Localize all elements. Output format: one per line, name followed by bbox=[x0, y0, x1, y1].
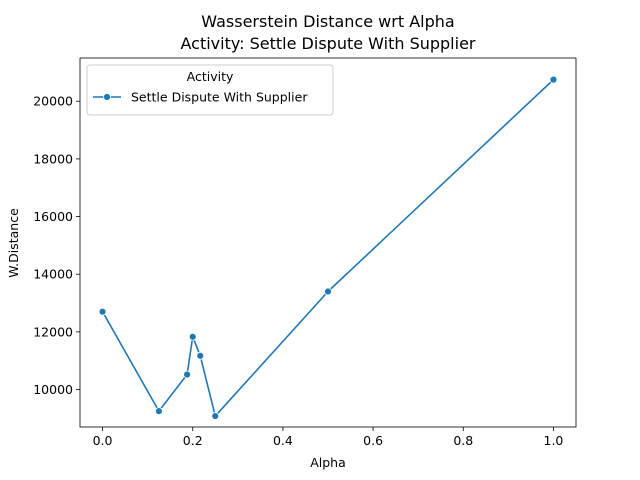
x-axis-label: Alpha bbox=[310, 455, 346, 470]
y-tick-label: 10000 bbox=[33, 382, 73, 397]
x-tick-label: 0.4 bbox=[273, 433, 293, 448]
x-tick-label: 0.2 bbox=[183, 433, 203, 448]
x-tick-label: 0.6 bbox=[363, 433, 383, 448]
y-tick-label: 16000 bbox=[33, 209, 73, 224]
y-tick-label: 14000 bbox=[33, 267, 73, 282]
series-layer bbox=[98, 75, 558, 420]
legend-title: Activity bbox=[187, 69, 234, 84]
data-point bbox=[98, 307, 107, 316]
series-line bbox=[101, 79, 554, 417]
data-point bbox=[324, 287, 332, 296]
data-point bbox=[196, 351, 205, 360]
legend: Activity Settle Dispute With Supplier bbox=[86, 64, 334, 116]
plot-area bbox=[79, 57, 577, 428]
data-point bbox=[183, 370, 191, 379]
legend-box bbox=[86, 64, 334, 116]
data-point bbox=[549, 75, 558, 84]
chart-subtitle: Activity: Settle Dispute With Supplier bbox=[180, 34, 475, 53]
y-tick-label: 18000 bbox=[33, 151, 73, 166]
data-point bbox=[211, 412, 220, 420]
data-point bbox=[155, 407, 163, 416]
plot-frame bbox=[79, 57, 577, 428]
y-tick-label: 12000 bbox=[33, 324, 73, 339]
x-axis-ticks: 0.0 0.2 0.4 0.6 0.8 1.0 bbox=[93, 427, 564, 448]
y-axis-label: W.Distance bbox=[6, 208, 21, 278]
x-tick-label: 0.8 bbox=[453, 433, 473, 448]
y-tick-label: 20000 bbox=[33, 94, 73, 109]
data-point bbox=[188, 332, 197, 341]
legend-entry-label: Settle Dispute With Supplier bbox=[131, 90, 308, 105]
y-axis-ticks: 10000 12000 14000 16000 18000 20000 bbox=[33, 94, 80, 397]
x-tick-label: 0.0 bbox=[93, 433, 113, 448]
x-tick-label: 1.0 bbox=[544, 433, 564, 448]
chart-title: Wasserstein Distance wrt Alpha bbox=[201, 12, 454, 31]
legend-marker-swatch bbox=[103, 93, 111, 101]
